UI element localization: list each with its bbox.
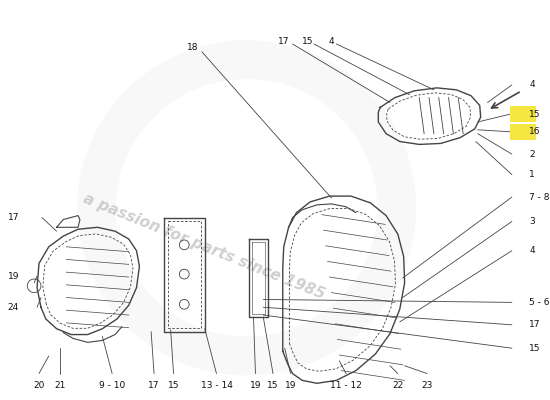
- Text: a passion for parts since 1985: a passion for parts since 1985: [81, 191, 327, 302]
- Text: 15: 15: [530, 110, 541, 119]
- Text: 15: 15: [302, 36, 314, 46]
- Text: 2: 2: [530, 150, 535, 159]
- Text: 9 - 10: 9 - 10: [99, 381, 125, 390]
- Text: 21: 21: [55, 381, 66, 390]
- Text: 17: 17: [148, 381, 160, 390]
- Text: 4: 4: [530, 80, 535, 90]
- Text: 19: 19: [250, 381, 261, 390]
- Text: 5 - 6: 5 - 6: [530, 298, 550, 307]
- Text: 19: 19: [8, 272, 19, 280]
- Text: 15: 15: [530, 344, 541, 353]
- Text: 16: 16: [530, 127, 541, 136]
- Text: 4: 4: [530, 246, 535, 255]
- Text: 13 - 14: 13 - 14: [201, 381, 233, 390]
- Text: 17: 17: [530, 320, 541, 329]
- Text: 4: 4: [329, 36, 334, 46]
- Text: 19: 19: [285, 381, 296, 390]
- Text: 1: 1: [530, 170, 535, 179]
- Text: 7 - 8: 7 - 8: [530, 192, 550, 202]
- Text: 23: 23: [421, 381, 433, 390]
- Text: 20: 20: [34, 381, 45, 390]
- Bar: [510, 124, 537, 140]
- Text: 17: 17: [278, 36, 289, 46]
- Text: 24: 24: [8, 303, 19, 312]
- Text: 3: 3: [530, 217, 535, 226]
- Text: 17: 17: [8, 213, 19, 222]
- Text: 18: 18: [188, 43, 199, 52]
- Text: 11 - 12: 11 - 12: [330, 381, 362, 390]
- Text: 15: 15: [168, 381, 179, 390]
- Text: 22: 22: [392, 381, 404, 390]
- Bar: [510, 106, 537, 122]
- Text: 15: 15: [267, 381, 279, 390]
